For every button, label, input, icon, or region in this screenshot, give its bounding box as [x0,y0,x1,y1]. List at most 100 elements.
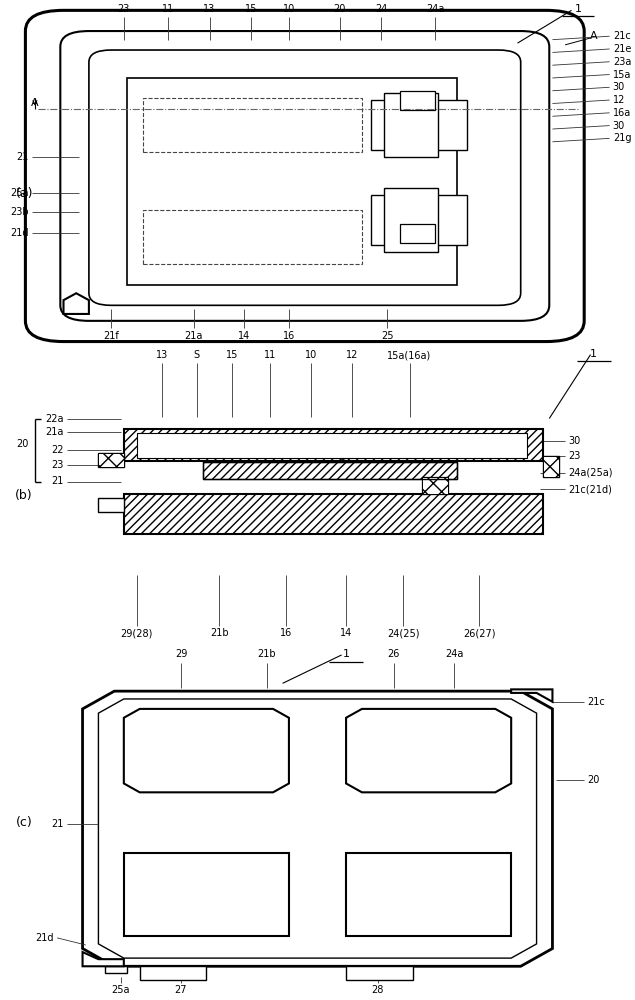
Bar [124,429,543,460]
Bar [143,98,362,152]
Text: 21: 21 [17,152,29,162]
Text: 21e: 21e [613,44,631,54]
Polygon shape [346,709,511,792]
Text: 21c: 21c [587,697,605,707]
Polygon shape [83,691,552,966]
Bar [124,493,543,534]
Text: 25a: 25a [111,985,130,995]
Bar [346,853,511,936]
Text: 21d: 21d [36,933,54,943]
Text: 11: 11 [264,351,276,360]
Text: 15: 15 [225,351,238,360]
Text: 28: 28 [371,985,384,995]
Text: 21b: 21b [257,649,276,659]
Bar [400,224,435,243]
Text: 15a(16a): 15a(16a) [387,351,432,360]
Text: 1: 1 [590,349,598,359]
Polygon shape [511,689,552,702]
Text: 20: 20 [17,439,29,449]
Text: 15: 15 [244,4,257,14]
Text: A: A [590,31,598,41]
Text: 1: 1 [342,649,350,659]
Text: 30: 30 [613,82,625,92]
Bar [98,453,124,466]
Text: 21: 21 [51,477,64,487]
Text: 23: 23 [568,451,580,461]
Bar [124,429,543,460]
Text: 25: 25 [381,331,394,341]
Bar [137,433,527,458]
Text: 26(27): 26(27) [463,628,496,638]
Text: 25a: 25a [10,188,29,198]
Text: 29: 29 [175,649,187,659]
Text: 14: 14 [238,331,251,341]
Text: 13: 13 [156,351,168,360]
Text: 21c(21d): 21c(21d) [568,484,612,494]
Text: 24a: 24a [426,4,444,14]
Bar [105,966,127,973]
Polygon shape [124,709,289,792]
Bar [422,477,448,493]
Text: S: S [194,351,200,360]
Polygon shape [64,293,89,314]
Bar [137,433,527,458]
Text: 10: 10 [283,4,295,14]
Text: 12: 12 [346,351,359,360]
Text: 20: 20 [333,4,346,14]
Text: 24a: 24a [445,649,463,659]
Text: (b): (b) [15,488,33,502]
Bar [143,210,362,264]
Text: 16: 16 [279,628,292,638]
Text: 14: 14 [340,628,352,638]
Text: 27: 27 [175,985,187,995]
Text: 20: 20 [587,775,599,785]
Text: (c): (c) [16,816,32,829]
Text: 10: 10 [305,351,318,360]
Text: 16a: 16a [613,108,631,118]
Bar [346,966,413,980]
FancyBboxPatch shape [60,31,549,321]
Text: 30: 30 [613,121,625,131]
Bar [140,966,206,980]
Text: (a): (a) [15,187,33,200]
Bar [384,93,438,157]
Text: 21c: 21c [613,31,631,41]
Text: 24: 24 [375,4,387,14]
Text: 26: 26 [387,649,400,659]
Bar [384,188,438,252]
Text: 1: 1 [574,4,582,14]
Bar [127,78,457,285]
Bar [124,493,543,534]
Bar [124,853,289,936]
Polygon shape [98,699,537,958]
Bar [98,453,124,466]
Text: A: A [31,99,39,108]
Text: 21d: 21d [10,228,29,238]
Text: 12: 12 [613,95,625,105]
Bar [371,100,467,150]
Text: 23a: 23a [613,57,631,67]
Text: 11: 11 [162,4,175,14]
Text: 30: 30 [568,436,580,446]
Text: 21g: 21g [613,133,631,143]
Text: 21b: 21b [210,628,229,638]
Text: 13: 13 [203,4,216,14]
Text: 21a: 21a [185,331,203,341]
Text: 21f: 21f [104,331,119,341]
Bar [543,456,559,477]
FancyBboxPatch shape [89,50,521,305]
Bar [400,91,435,110]
Bar [371,195,467,245]
Text: 23: 23 [117,4,130,14]
Text: 21: 21 [51,819,64,829]
Text: 29(28): 29(28) [121,628,152,638]
Bar [203,462,457,479]
Text: 24(25): 24(25) [387,628,420,638]
Bar [422,477,448,493]
Bar [98,498,124,512]
Text: 22a: 22a [45,414,64,424]
Text: 21a: 21a [45,427,64,437]
FancyBboxPatch shape [25,10,584,342]
Text: 15a: 15a [613,70,631,80]
Bar [543,456,559,477]
